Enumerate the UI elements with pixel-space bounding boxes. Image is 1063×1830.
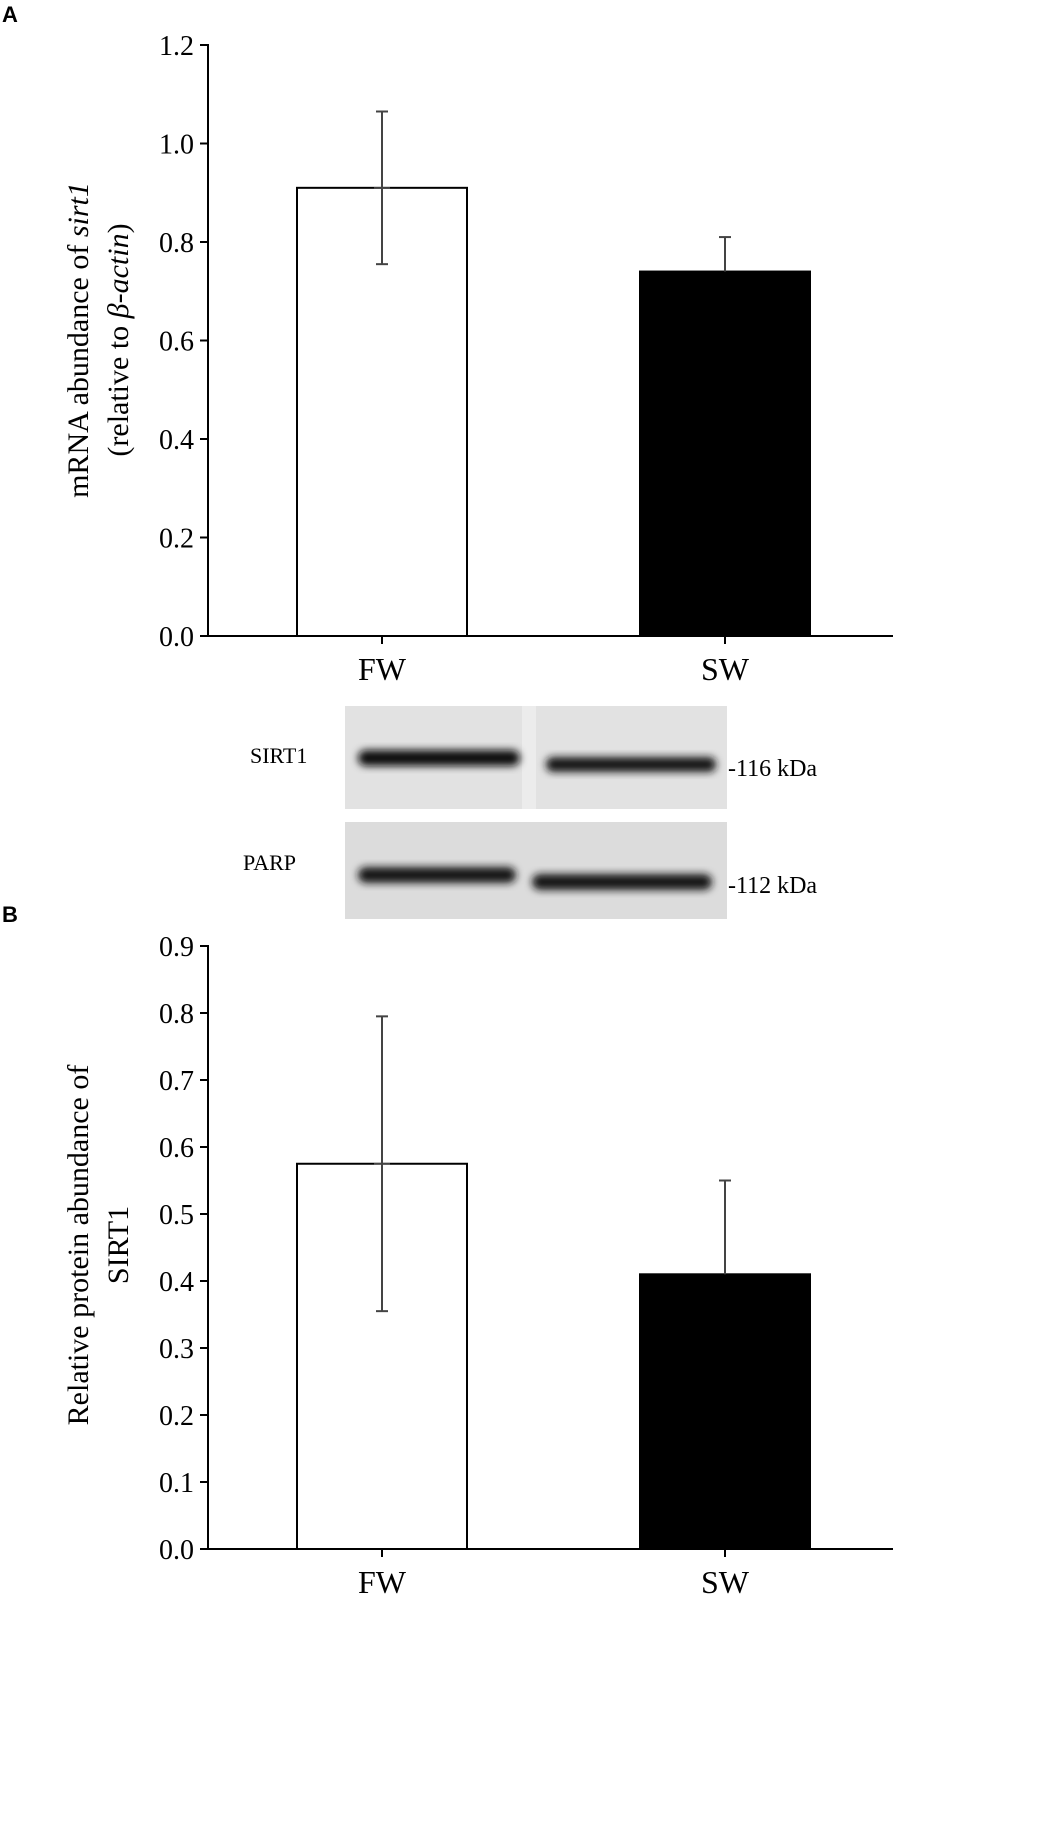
chart-b-y-tick-label: 0.3 bbox=[159, 1334, 194, 1365]
panel-a-letter: A bbox=[2, 2, 18, 27]
chart-b-x-ticks: FW SW bbox=[358, 1549, 750, 1600]
chart-a-x-tick-label: FW bbox=[358, 651, 407, 687]
blot-label-parp: PARP bbox=[243, 850, 296, 875]
chart-b-y-tick-label: 0.7 bbox=[159, 1066, 194, 1097]
chart-a-bars bbox=[296, 186, 811, 637]
chart-b-bar-sw bbox=[639, 1273, 811, 1551]
blot-size-sirt1: -116 kDa bbox=[728, 756, 817, 782]
chart-a-y-tick-label: 0.0 bbox=[159, 622, 194, 653]
chart-a-y-axis-title-line1: mRNA abundance of sirt1 bbox=[62, 182, 95, 498]
western-blot: SIRT1 PARP -116 kDa -112 kDa bbox=[243, 706, 817, 919]
chart-b-x-tick-label: FW bbox=[358, 1564, 407, 1600]
chart-b-y-tick-label: 0.0 bbox=[159, 1535, 194, 1566]
chart-b-y-axis-title-line2: SIRT1 bbox=[102, 1206, 135, 1284]
chart-a-y-tick-label: 0.8 bbox=[159, 228, 194, 259]
chart-b-x-tick-label: SW bbox=[701, 1564, 750, 1600]
blot-lane-gap bbox=[522, 706, 536, 809]
chart-a-y-tick-label: 1.2 bbox=[159, 31, 194, 62]
chart-b-y-tick-label: 0.6 bbox=[159, 1133, 194, 1164]
blot-row-parp bbox=[345, 822, 727, 919]
blot-size-parp: -112 kDa bbox=[728, 873, 817, 899]
chart-a-error-bars bbox=[374, 110, 731, 272]
chart-a-y-ticks: 0.0 0.2 0.4 0.6 0.8 1.0 1.2 bbox=[159, 31, 208, 653]
chart-a-y-tick-label: 1.0 bbox=[159, 130, 194, 161]
chart-b-y-tick-label: 0.2 bbox=[159, 1401, 194, 1432]
chart-b-y-tick-label: 0.9 bbox=[159, 932, 194, 963]
panel-b-letter: B bbox=[2, 902, 18, 927]
chart-a-y-axis-title-line2: (relative to β-actin) bbox=[102, 223, 135, 456]
chart-b-y-tick-label: 0.5 bbox=[159, 1200, 194, 1231]
chart-b-error-bars bbox=[374, 1015, 731, 1313]
blot-band-parp-sw bbox=[532, 874, 712, 890]
chart-a-bar-sw bbox=[639, 270, 811, 637]
chart-b-y-tick-label: 0.4 bbox=[159, 1267, 194, 1298]
chart-a: 0.0 0.2 0.4 0.6 0.8 1.0 1.2 FW SW mRNA abundanc… bbox=[62, 31, 893, 687]
chart-a-y-tick-label: 0.2 bbox=[159, 524, 194, 555]
chart-a-y-tick-label: 0.6 bbox=[159, 327, 194, 358]
blot-row-sirt1 bbox=[345, 706, 727, 809]
chart-a-x-ticks: FW SW bbox=[358, 636, 750, 687]
blot-label-sirt1: SIRT1 bbox=[250, 743, 307, 768]
chart-a-y-tick-label: 0.4 bbox=[159, 425, 194, 456]
blot-band-parp-fw bbox=[358, 867, 516, 883]
chart-b-y-axis-title-line1: Relative protein abundance of bbox=[62, 1065, 95, 1426]
blot-band-sirt1-sw bbox=[546, 757, 716, 772]
chart-b-y-tick-label: 0.8 bbox=[159, 999, 194, 1030]
chart-b-y-ticks: 0.0 0.1 0.2 0.3 0.4 0.5 0.6 0.7 0.8 0.9 bbox=[159, 932, 208, 1566]
chart-b-y-tick-label: 0.1 bbox=[159, 1468, 194, 1499]
chart-b: 0.0 0.1 0.2 0.3 0.4 0.5 0.6 0.7 0.8 0.9 FW SW Rela… bbox=[62, 932, 893, 1600]
chart-b-bars bbox=[296, 1162, 811, 1551]
chart-a-x-tick-label: SW bbox=[701, 651, 750, 687]
blot-band-sirt1-fw bbox=[358, 750, 520, 766]
